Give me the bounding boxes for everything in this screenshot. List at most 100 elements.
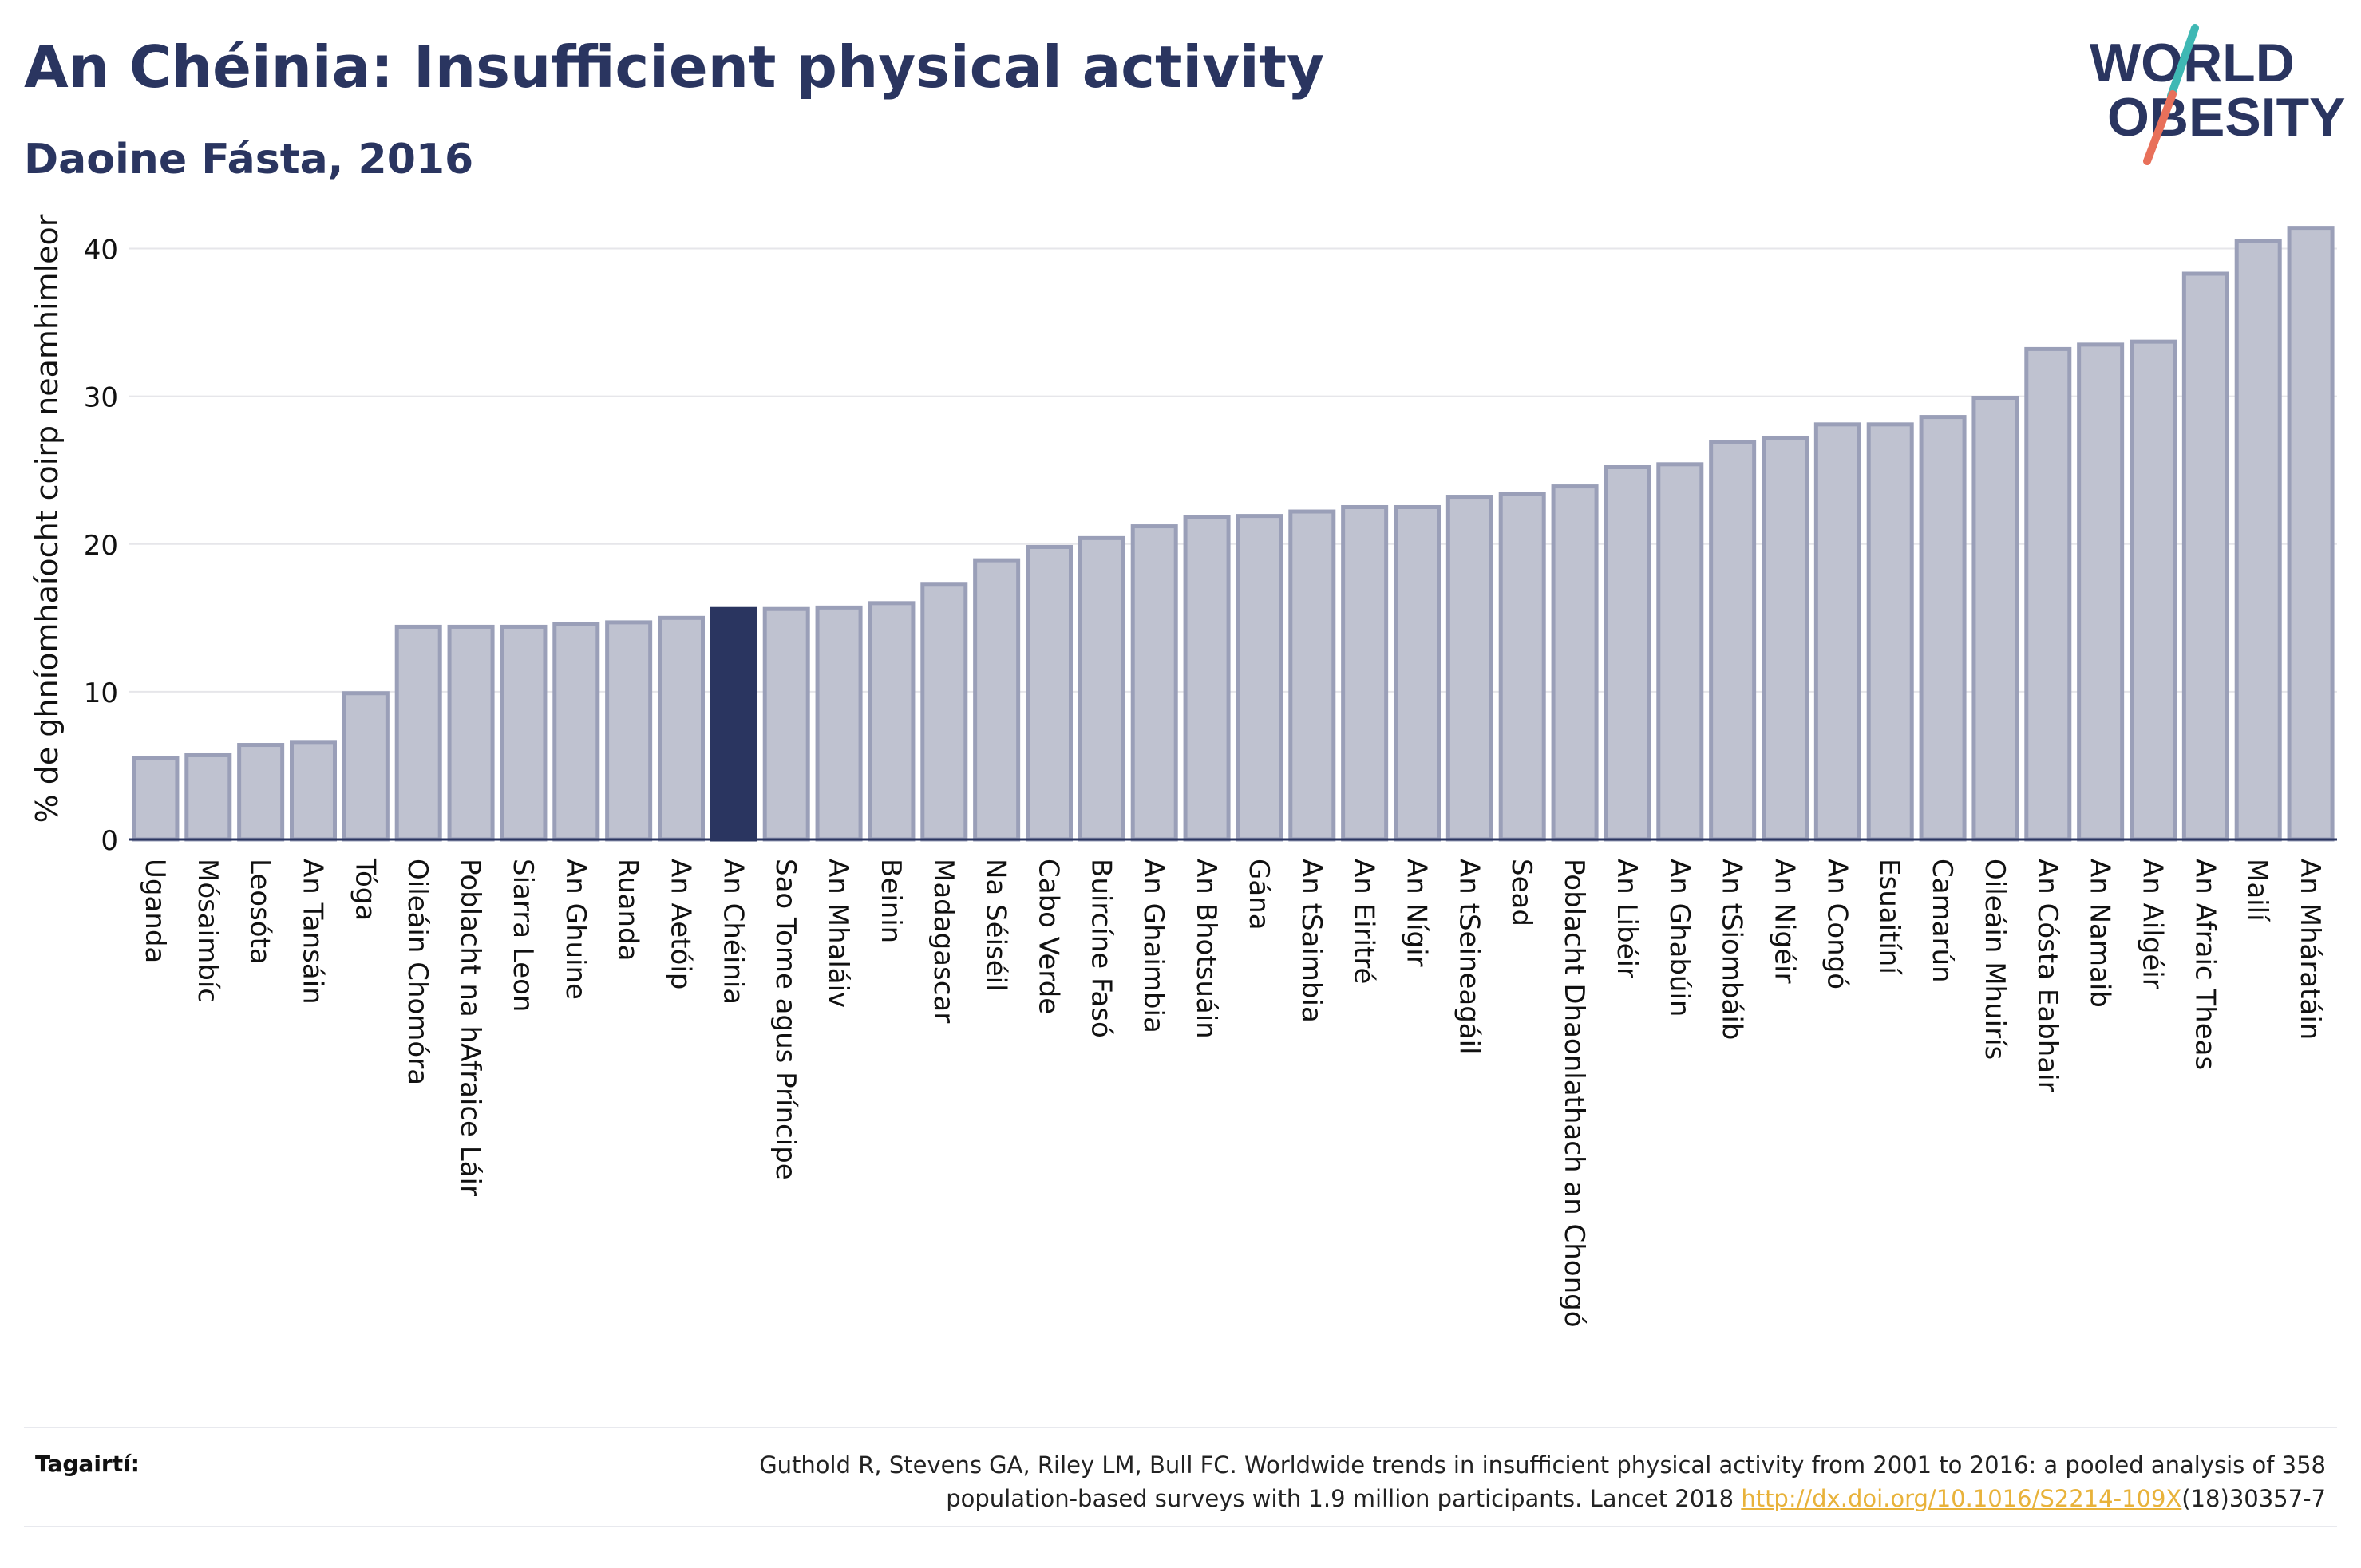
x-tick-label: Ruanda xyxy=(612,859,644,961)
bar xyxy=(1813,422,1861,842)
x-tick-label: Buircíne Fasó xyxy=(1085,859,1117,1038)
bar xyxy=(1078,535,1125,842)
x-tick-label: An Afraic Theas xyxy=(2189,859,2221,1070)
bar xyxy=(447,624,495,842)
bar xyxy=(1709,440,1757,842)
x-tick-label: An Aetóip xyxy=(665,859,697,989)
bar xyxy=(237,743,285,842)
x-tick-label: An Mhaláiv xyxy=(822,859,854,1008)
x-tick-label: Esuaitíní xyxy=(1873,859,1905,975)
x-tick-label: Poblacht Dhaonlathach an Chongó xyxy=(1558,859,1590,1328)
bar xyxy=(1393,504,1442,842)
bar xyxy=(1971,396,2019,842)
axes: 0 10 20 30 40 Uganda Mósaimbíc Leosóta An Tansái… xyxy=(84,235,2337,1328)
x-tick-label: Madagascar xyxy=(927,859,959,1023)
x-tick-label: An Congó xyxy=(1821,859,1853,989)
x-tick-label: An Cósta Eabhair xyxy=(2031,859,2063,1092)
x-tick-label: Leosóta xyxy=(244,859,276,965)
bar xyxy=(1551,484,1599,842)
bar xyxy=(1498,492,1546,842)
x-tick-label: Gána xyxy=(1243,859,1275,930)
x-tick-label: Sao Tome agus Príncipe xyxy=(769,859,801,1180)
references-text: Guthold R, Stevens GA, Riley LM, Bull FC… xyxy=(570,1448,2326,1515)
x-tick-label: An Nigéir xyxy=(1769,859,1801,983)
grid-lines xyxy=(129,247,2337,693)
x-tick-label: Na Séiséil xyxy=(980,859,1012,992)
bar xyxy=(2129,339,2177,842)
bar xyxy=(762,606,810,842)
y-tick-label: 20 xyxy=(84,530,118,562)
bar xyxy=(1656,462,1704,842)
bar xyxy=(2077,342,2125,842)
x-tick-label: An Chéinia xyxy=(717,859,749,1005)
x-tick-label: An Eiritré xyxy=(1348,859,1380,984)
bar xyxy=(1445,495,1493,842)
bar xyxy=(868,601,916,842)
bar xyxy=(1761,435,1809,842)
y-tick-label: 40 xyxy=(84,235,118,267)
bar xyxy=(342,691,390,842)
bar xyxy=(815,605,863,842)
bar xyxy=(289,740,338,842)
x-tick-label: Siarra Leon xyxy=(507,859,539,1012)
x-tick-label: Tóga xyxy=(349,858,381,921)
y-tick-label: 0 xyxy=(101,825,118,857)
x-tick-label: Mailí xyxy=(2241,859,2273,922)
x-tick-label: Sead xyxy=(1505,859,1537,926)
bar xyxy=(920,582,968,842)
reference-line2-prefix: population-based surveys with 1.9 millio… xyxy=(946,1485,1742,1512)
bar xyxy=(132,756,180,842)
x-tick-label: Mósaimbíc xyxy=(192,859,223,1003)
x-tick-label: An Ghabúin xyxy=(1663,859,1695,1017)
x-tick-label: An tSaimbia xyxy=(1295,859,1327,1023)
bar xyxy=(1604,465,1651,842)
x-tick-label: Camarún xyxy=(1926,859,1958,983)
logo-line2: OBESITY xyxy=(2107,87,2346,148)
x-tick-label: An Libéir xyxy=(1611,859,1643,978)
bar xyxy=(1130,524,1178,842)
x-tick-label: Uganda xyxy=(139,859,171,963)
x-tick-label: An Nígir xyxy=(1401,859,1433,967)
x-tick-label: Poblacht na hAfraice Láir xyxy=(454,859,486,1196)
bar xyxy=(394,624,442,842)
logo-slash-coral xyxy=(2143,90,2177,165)
reference-line1: Guthold R, Stevens GA, Riley LM, Bull FC… xyxy=(759,1451,2326,1479)
bar xyxy=(2024,346,2072,842)
chart-subtitle: Daoine Fásta, 2016 xyxy=(24,136,474,184)
bar-chart: 0 10 20 30 40 Uganda Mósaimbíc Leosóta An Tansái… xyxy=(30,214,2337,1328)
bar xyxy=(184,752,232,842)
reference-line2-suffix: (18)30357-7 xyxy=(2181,1485,2326,1512)
bar xyxy=(1025,544,1074,842)
world-obesity-logo: WORLD OBESITY xyxy=(2090,24,2346,165)
x-tick-label: An Namaib xyxy=(2084,859,2116,1008)
bar xyxy=(1866,422,1914,842)
y-tick-label: 10 xyxy=(84,677,118,709)
bar xyxy=(500,624,548,842)
x-tick-label: Oileáin Mhuirís xyxy=(1979,859,2011,1060)
bar xyxy=(605,620,653,842)
bar xyxy=(2287,226,2335,842)
x-tick-label: Cabo Verde xyxy=(1033,859,1065,1014)
divider-top xyxy=(24,1427,2337,1428)
bar xyxy=(1288,509,1336,842)
y-tick-label: 30 xyxy=(84,382,118,414)
x-tick-label: An Bhotsuáin xyxy=(1190,859,1222,1039)
divider-bottom xyxy=(24,1526,2337,1527)
doi-link[interactable]: http://dx.doi.org/10.1016/S2214-109X xyxy=(1741,1485,2182,1512)
bars xyxy=(132,226,2335,842)
x-tick-label: An Ghuine xyxy=(560,859,591,1000)
bar xyxy=(710,606,757,842)
x-tick-label: An Ghaimbia xyxy=(1137,859,1169,1033)
bar xyxy=(1919,415,1967,842)
y-axis-label: % de ghníomhaíocht coirp neamhimleor xyxy=(30,214,65,823)
x-tick-label: An tSeineagáil xyxy=(1453,859,1485,1055)
x-tick-label: Beinin xyxy=(875,859,907,943)
bar xyxy=(1341,504,1389,842)
bar xyxy=(2234,239,2282,842)
bar xyxy=(1183,515,1231,842)
bar xyxy=(657,615,706,842)
bar xyxy=(552,622,600,842)
bar xyxy=(973,558,1021,842)
references-label: Tagairtí: xyxy=(35,1451,140,1477)
x-tick-label: An Mháratáin xyxy=(2294,859,2326,1040)
